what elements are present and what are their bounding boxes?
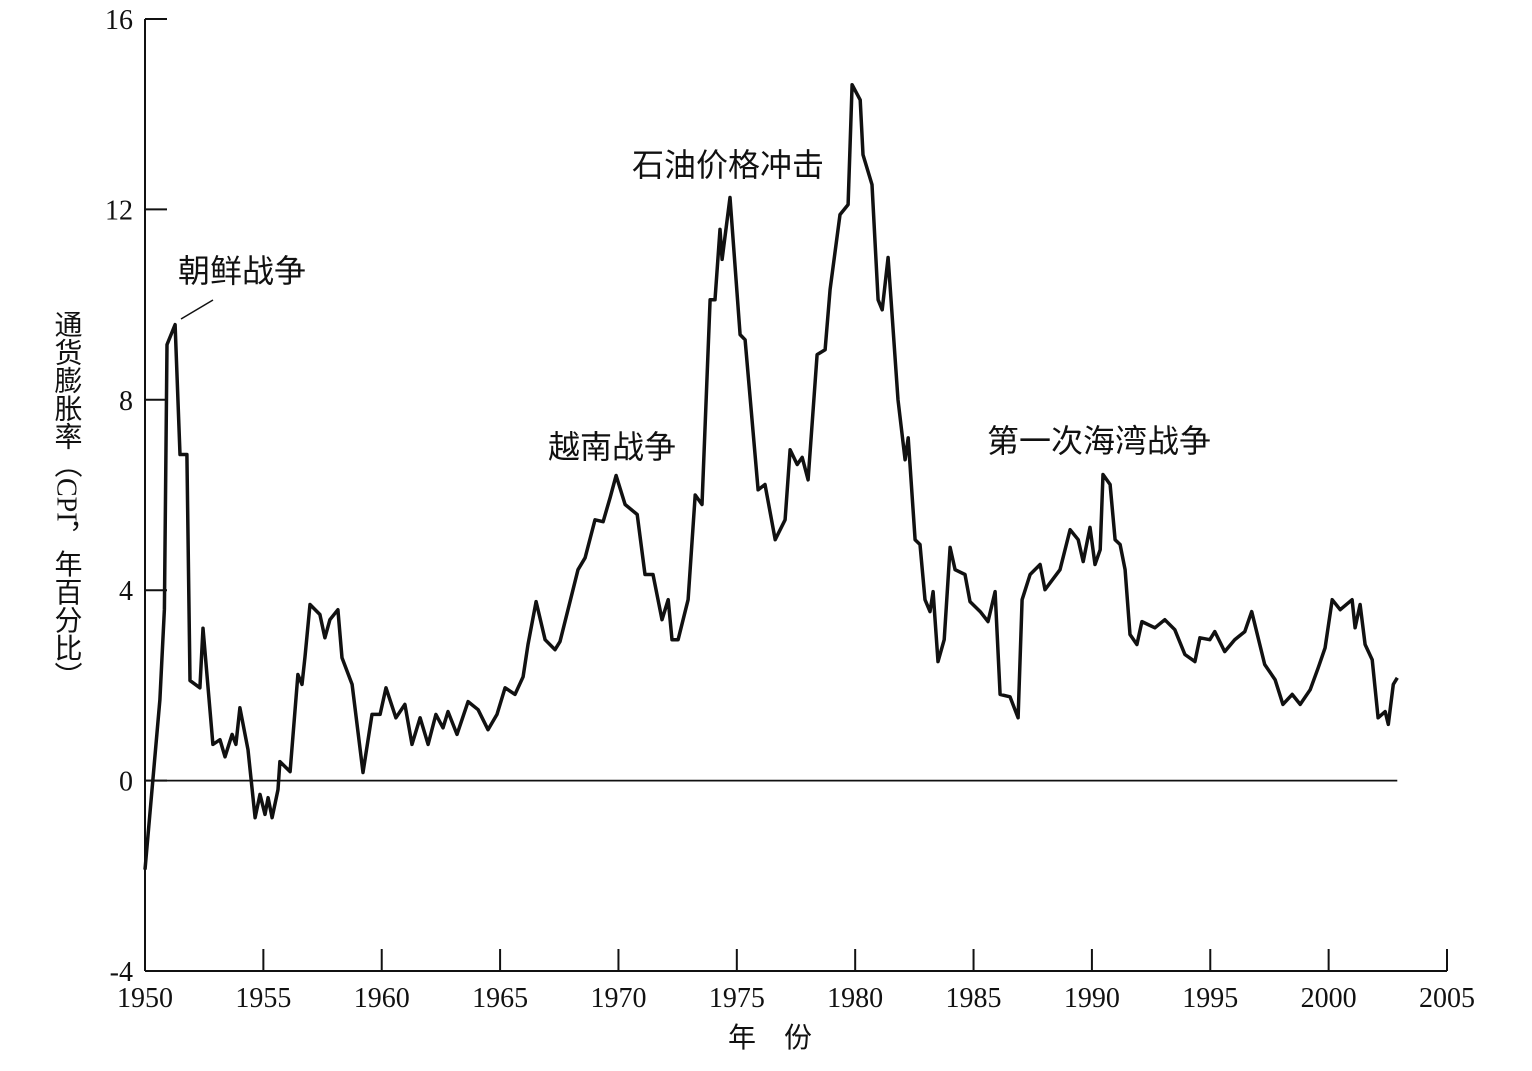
x-tick-label: 1975 [709,983,765,1014]
x-tick-label: 1965 [472,983,528,1014]
x-tick-label: 1970 [590,983,646,1014]
x-tick-label: 1985 [946,983,1002,1014]
x-tick-label: 1950 [117,983,173,1014]
x-tick-label: 1995 [1182,983,1238,1014]
annotation: 越南战争 [548,429,676,465]
leader-line [180,299,214,320]
x-tick-label: 1955 [235,983,291,1014]
x-tick-label: 2005 [1419,983,1475,1014]
y-tick-label: 8 [119,386,133,417]
x-tick-label: 1980 [827,983,883,1014]
x-tick-label: 1990 [1064,983,1120,1014]
x-tick-label: 1960 [354,983,410,1014]
y-tick-label: 12 [105,195,133,226]
y-tick-label: 0 [119,767,133,798]
y-tick-label: 4 [119,576,133,607]
x-tick-label: 2000 [1301,983,1357,1014]
annotation: 第一次海湾战争 [987,423,1211,459]
y-axis-label: 通货膨胀率（CPI，年百分比） [51,310,83,690]
annotation: 石油价格冲击 [632,147,824,183]
annotation: 朝鲜战争 [178,253,306,289]
y-tick-label: 16 [105,5,133,36]
inflation-line [143,82,1399,870]
x-axis-label: 年 份 [728,1022,812,1054]
y-tick-label: -4 [110,957,133,988]
